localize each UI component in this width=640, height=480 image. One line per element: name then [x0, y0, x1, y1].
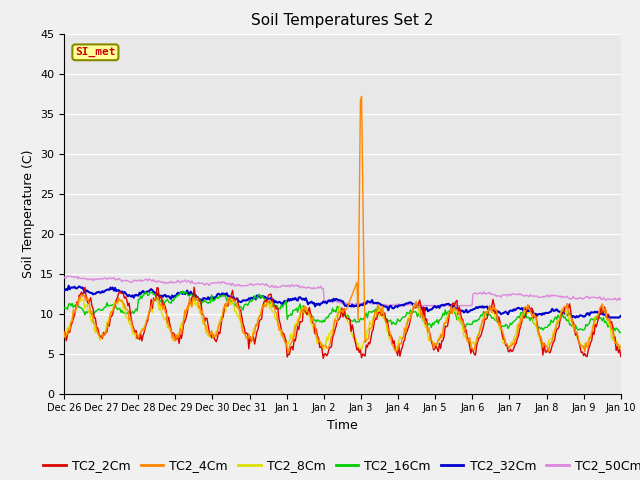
Y-axis label: Soil Temperature (C): Soil Temperature (C)	[22, 149, 35, 278]
Legend: TC2_2Cm, TC2_4Cm, TC2_8Cm, TC2_16Cm, TC2_32Cm, TC2_50Cm: TC2_2Cm, TC2_4Cm, TC2_8Cm, TC2_16Cm, TC2…	[38, 455, 640, 477]
X-axis label: Time: Time	[327, 419, 358, 432]
Text: SI_met: SI_met	[75, 47, 116, 58]
Title: Soil Temperatures Set 2: Soil Temperatures Set 2	[252, 13, 433, 28]
